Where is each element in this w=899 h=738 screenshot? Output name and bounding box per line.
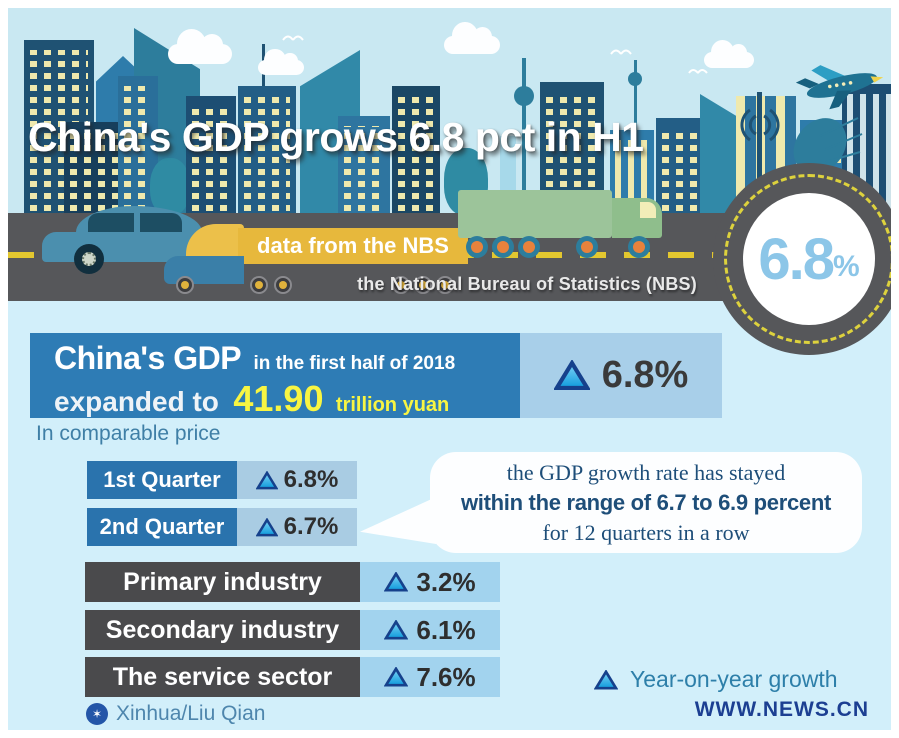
legend-label: Year-on-year growth	[630, 666, 838, 692]
industry-value: 3.2%	[360, 562, 500, 602]
badge-unit: %	[832, 250, 860, 283]
industry-value-text: 7.6%	[416, 661, 476, 692]
truck-cab	[612, 198, 662, 238]
bird-icon	[688, 69, 708, 74]
quarter-row: 2nd Quarter 6.7%	[87, 508, 357, 546]
headline-main: China's GDP in the first half of 2018 ex…	[30, 333, 520, 419]
headline-amount: 41.90	[233, 378, 324, 419]
credit-text: Xinhua/Liu Qian	[116, 702, 266, 725]
industry-row: The service sector 7.6%	[85, 657, 500, 697]
cloud	[168, 28, 232, 64]
badge-value: 6.8	[758, 226, 835, 292]
bird-icon	[610, 49, 632, 55]
truck-wheel	[176, 276, 194, 294]
headline-box: China's GDP in the first half of 2018 ex…	[30, 333, 722, 419]
truck-wheel	[414, 276, 432, 294]
industry-row: Primary industry 3.2%	[85, 562, 500, 602]
bird-icon	[282, 35, 304, 41]
quarter-value-text: 6.7%	[283, 513, 339, 540]
triangle-up-icon	[255, 470, 278, 489]
building	[186, 96, 236, 215]
note-comparable-price: In comparable price	[36, 422, 221, 445]
building	[238, 86, 296, 215]
triangle-up-icon	[255, 517, 278, 536]
radio-waves-icon	[740, 108, 780, 142]
truck-wheel	[628, 236, 650, 258]
truck-banner-label: data from the NBS	[257, 233, 449, 258]
quarter-label: 1st Quarter	[87, 461, 237, 499]
truck-bumper	[164, 256, 244, 284]
headline-growth-value: 6.8%	[601, 354, 689, 396]
cloud	[704, 39, 754, 68]
bubble-line-2: within the range of 6.7 to 6.9 percent	[460, 490, 831, 515]
industry-value-text: 6.1%	[416, 614, 476, 645]
quarter-value: 6.8%	[237, 461, 357, 499]
cloud	[444, 22, 500, 54]
truck-wheel	[518, 236, 540, 258]
credit: ✶ Xinhua/Liu Qian	[86, 702, 265, 726]
spire	[634, 60, 637, 130]
building	[656, 118, 708, 215]
truck-wheel	[436, 276, 454, 294]
nbs-truck-illustration: data from the NBS	[164, 218, 470, 296]
truck-wheel	[492, 236, 514, 258]
airplane-icon	[795, 65, 884, 110]
speech-bubble-tail	[360, 497, 436, 544]
legend: Year-on-year growth	[594, 666, 838, 693]
truck-wheel	[466, 236, 488, 258]
truck-wheel	[576, 236, 598, 258]
quarter-value: 6.7%	[237, 508, 357, 546]
truck-trailer	[458, 190, 612, 238]
triangle-up-icon	[553, 360, 590, 391]
building	[338, 116, 390, 215]
truck-window	[640, 202, 656, 218]
triangle-up-icon	[384, 620, 409, 640]
growth-badge: 6.8 %	[713, 163, 899, 355]
truck-wheel	[392, 276, 410, 294]
badge-core: 6.8 %	[743, 193, 875, 325]
truck-wheel	[274, 276, 292, 294]
industry-value: 7.6%	[360, 657, 500, 697]
quarter-value-text: 6.8%	[283, 466, 339, 493]
road-caption: the National Bureau of Statistics (NBS)	[357, 274, 697, 294]
headline-growth-box: 6.8%	[520, 333, 722, 418]
legend-triangle-icon	[594, 669, 618, 690]
triangle-up-icon	[384, 572, 409, 592]
headline-lead: China's GDP	[54, 340, 242, 376]
speech-bubble: the GDP growth rate has stayed within th…	[430, 452, 862, 553]
xinhua-logo-icon: ✶	[86, 703, 108, 725]
cloud	[258, 48, 304, 75]
tree	[150, 158, 190, 215]
building	[392, 86, 440, 215]
spire-sphere	[628, 72, 642, 86]
headline-lead-rest: in the first half of 2018	[253, 353, 456, 374]
industry-value-text: 3.2%	[416, 566, 476, 597]
quarter-label: 2nd Quarter	[87, 508, 237, 546]
bubble-line-1: the GDP growth rate has stayed	[506, 460, 786, 485]
page-title: China's GDP grows 6.8 pct in H1	[28, 114, 644, 160]
green-truck-illustration	[458, 186, 666, 260]
website: WWW.NEWS.CN	[694, 698, 869, 721]
industry-value: 6.1%	[360, 610, 500, 650]
industry-label: Secondary industry	[85, 610, 360, 650]
triangle-up-icon	[384, 667, 409, 687]
industry-label: The service sector	[85, 657, 360, 697]
truck-wheel	[250, 276, 268, 294]
industry-label: Primary industry	[85, 562, 360, 602]
truck-banner: data from the NBS	[238, 228, 468, 264]
radio-tower-icon	[757, 92, 762, 213]
headline-amount-unit: trillion yuan	[335, 394, 450, 416]
industry-row: Secondary industry 6.1%	[85, 610, 500, 650]
headline-expanded: expanded to	[54, 386, 219, 417]
bubble-line-3: for 12 quarters in a row	[542, 520, 750, 545]
tv-tower	[522, 58, 526, 215]
tv-tower-sphere	[514, 86, 534, 106]
car-wheel	[74, 244, 104, 274]
quarter-row: 1st Quarter 6.8%	[87, 461, 357, 499]
building	[118, 76, 158, 215]
